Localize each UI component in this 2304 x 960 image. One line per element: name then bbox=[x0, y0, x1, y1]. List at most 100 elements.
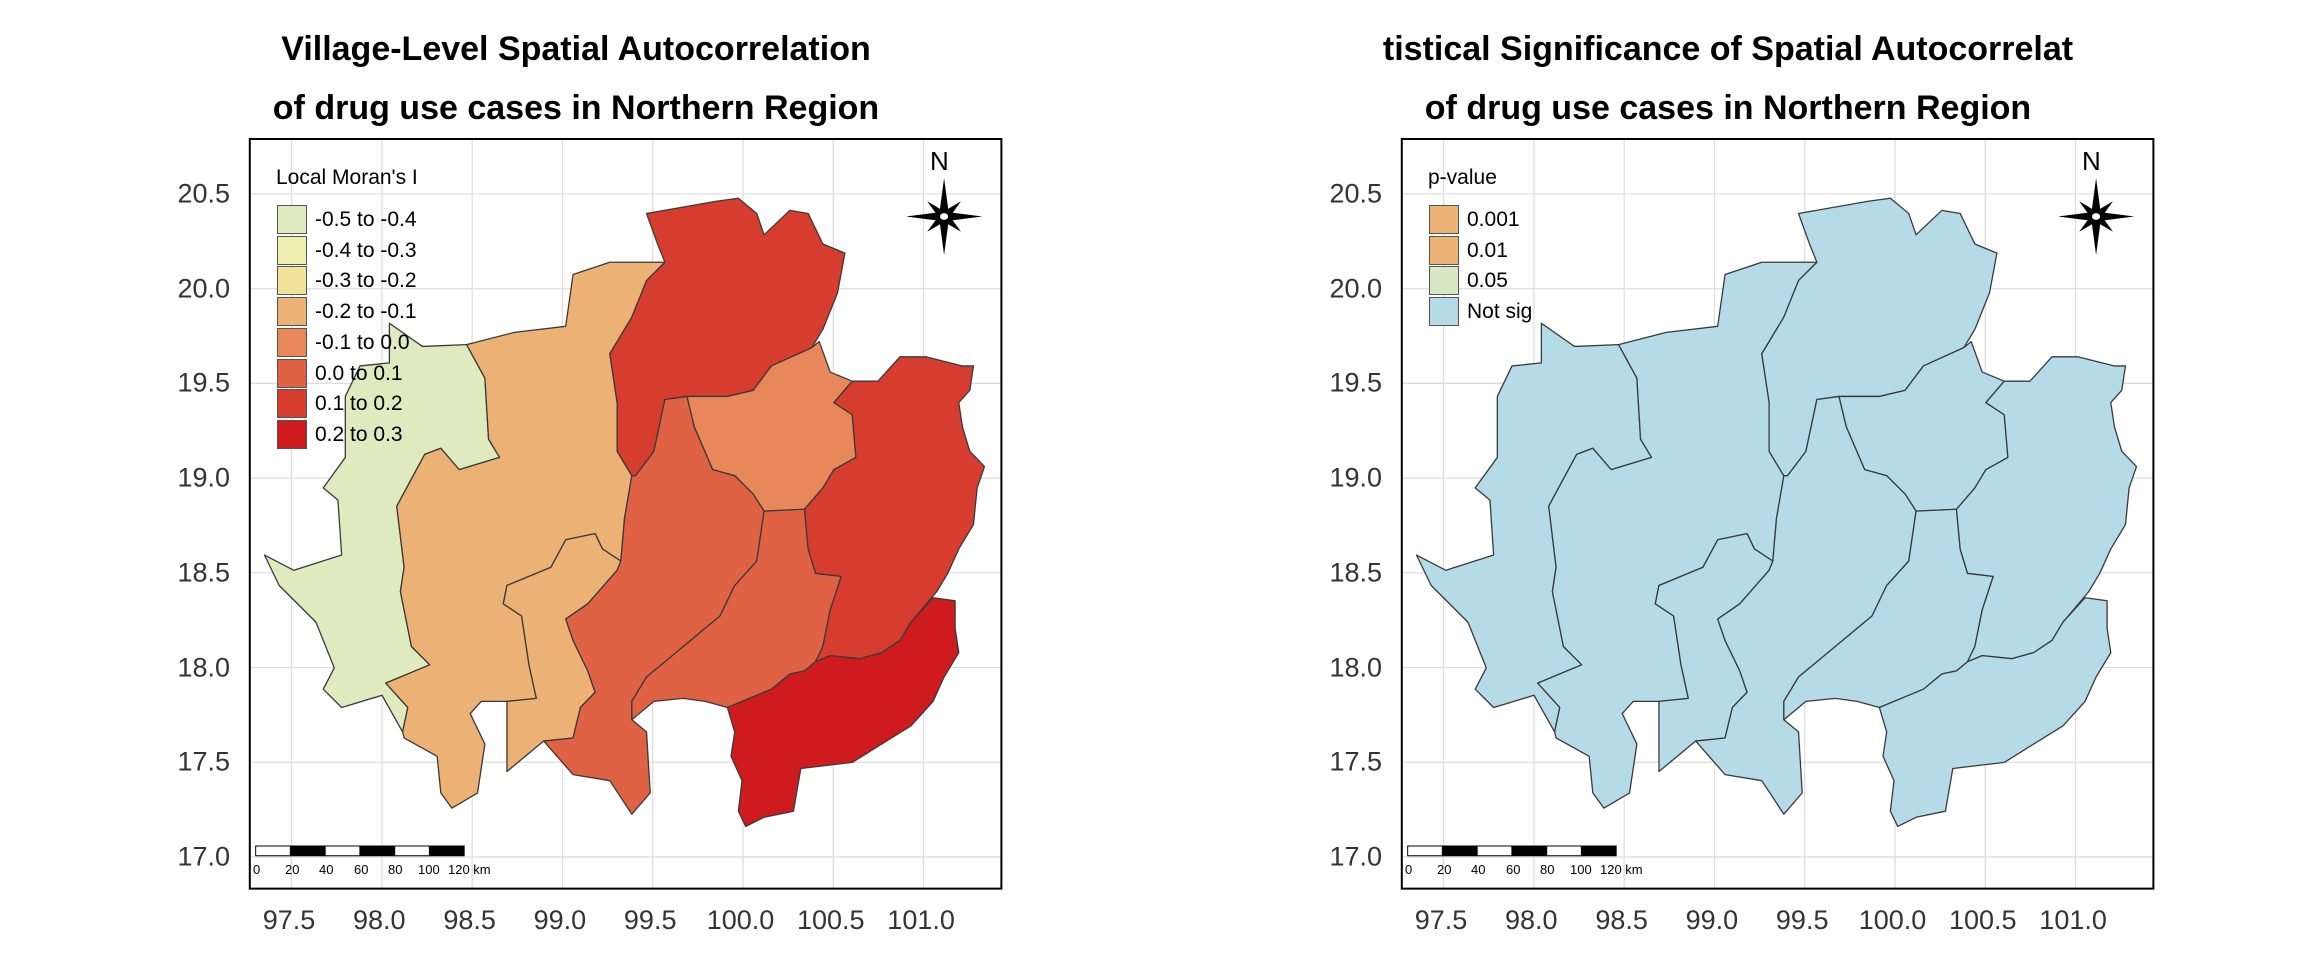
x-tick-label: 99.5 bbox=[623, 905, 677, 935]
legend-key-label: 0.2 to 0.3 bbox=[315, 422, 403, 446]
legend-key-swatch bbox=[277, 358, 307, 388]
y-tick-label: 18.5 bbox=[177, 557, 230, 588]
scale-bar-segment bbox=[429, 846, 464, 856]
district-region[interactable] bbox=[1696, 396, 1916, 814]
legend-key-swatch bbox=[1429, 235, 1459, 265]
district-region[interactable] bbox=[544, 396, 764, 814]
y-tick-label: 20.0 bbox=[1329, 273, 1382, 304]
y-tick-label: 19.0 bbox=[177, 462, 230, 493]
scale-bar-segment bbox=[1442, 846, 1477, 856]
moran-map-panel: Village-Level Spatial Autocorrelation of … bbox=[0, 0, 1152, 960]
plot-border bbox=[250, 139, 1002, 889]
x-tick-label: 100.5 bbox=[1949, 905, 2017, 935]
scale-bar-segment bbox=[1477, 846, 1512, 856]
chart-title-line1: tistical Significance of Spatial Autocor… bbox=[1382, 30, 2074, 68]
north-arrow-label: N bbox=[2082, 146, 2101, 176]
scale-bar-label: 20 bbox=[285, 862, 300, 877]
scale-bar-segment bbox=[325, 846, 360, 856]
scale-bar-label: 20 bbox=[1437, 862, 1452, 877]
y-tick-label: 18.0 bbox=[1329, 652, 1382, 682]
legend-key-swatch bbox=[277, 205, 307, 234]
x-tick-label: 99.0 bbox=[1685, 905, 1739, 935]
x-tick-label: 98.5 bbox=[443, 905, 496, 935]
scale-bar-segment bbox=[395, 846, 430, 856]
x-tick-label: 101.0 bbox=[2039, 905, 2107, 935]
x-tick-label: 99.5 bbox=[1775, 905, 1829, 935]
x-tick-label: 98.5 bbox=[1595, 905, 1648, 935]
legend-key-swatch bbox=[277, 389, 307, 419]
scale-bar-segment bbox=[1547, 846, 1582, 856]
scale-bar-label: 100 bbox=[1570, 862, 1592, 877]
scale-bar-segment bbox=[1581, 846, 1616, 856]
map-canvas bbox=[1152, 0, 2304, 960]
x-tick-label: 97.5 bbox=[262, 905, 316, 935]
legend-key-label: 0.1 to 0.2 bbox=[315, 392, 403, 416]
y-tick-label: 19.5 bbox=[177, 367, 230, 398]
legend-key-label: -0.4 to -0.3 bbox=[315, 238, 417, 262]
scale-bar-label: 0 bbox=[1405, 862, 1413, 877]
x-tick-label: 101.0 bbox=[887, 905, 955, 935]
legend-key-swatch bbox=[277, 235, 307, 265]
legend-key-label: 0.05 bbox=[1467, 269, 1508, 293]
legend-key-label: -0.2 to -0.1 bbox=[315, 300, 417, 324]
x-tick-label: 98.0 bbox=[353, 905, 406, 935]
legend-key-label: 0.01 bbox=[1467, 238, 1508, 262]
pvalue-map-panel: tistical Significance of Spatial Autocor… bbox=[1152, 0, 2304, 960]
legend-key-swatch bbox=[1429, 266, 1459, 296]
x-tick-label: 98.0 bbox=[1505, 905, 1558, 935]
x-tick-label: 99.0 bbox=[533, 905, 587, 935]
y-tick-label: 17.5 bbox=[1329, 746, 1382, 777]
chart-title-line1: Village-Level Spatial Autocorrelation bbox=[281, 30, 871, 68]
scale-bar-label: 120 km bbox=[448, 862, 491, 877]
north-arrow-icon bbox=[2057, 178, 2135, 255]
north-arrow-label: N bbox=[930, 146, 949, 176]
scale-bar-label: 40 bbox=[1471, 862, 1486, 877]
chart-title-line2: of drug use cases in Northern Region bbox=[272, 89, 880, 127]
y-tick-label: 18.5 bbox=[1329, 557, 1382, 588]
legend-key-label: Not sig bbox=[1467, 300, 1533, 324]
legend-key-label: -0.1 to 0.0 bbox=[315, 330, 410, 354]
x-tick-label: 100.0 bbox=[1858, 905, 1927, 935]
y-tick-label: 19.0 bbox=[1329, 462, 1382, 493]
x-tick-label: 97.5 bbox=[1414, 905, 1468, 935]
district-region[interactable] bbox=[727, 598, 958, 827]
legend-key-swatch bbox=[1429, 297, 1459, 327]
legend-title: p-value bbox=[1428, 166, 1497, 189]
legend-key-label: 0.001 bbox=[1467, 208, 1520, 231]
scale-bar-label: 0 bbox=[253, 862, 261, 877]
y-tick-label: 17.5 bbox=[177, 746, 230, 777]
scale-bar-segment bbox=[290, 846, 325, 856]
legend-key-label: 0.0 to 0.1 bbox=[315, 361, 403, 385]
scale-bar-label: 80 bbox=[1540, 862, 1555, 877]
y-tick-label: 17.0 bbox=[177, 841, 230, 872]
scale-bar-label: 60 bbox=[354, 862, 369, 877]
y-tick-label: 20.5 bbox=[177, 178, 230, 209]
x-tick-label: 100.0 bbox=[706, 905, 775, 935]
legend-key-swatch bbox=[277, 266, 307, 296]
legend-key-swatch bbox=[1429, 205, 1459, 234]
x-tick-label: 100.5 bbox=[797, 905, 865, 935]
y-tick-label: 18.0 bbox=[177, 652, 230, 682]
scale-bar-label: 80 bbox=[388, 862, 403, 877]
scale-bar-label: 40 bbox=[319, 862, 334, 877]
scale-bar-segment bbox=[1408, 846, 1443, 856]
legend-key-swatch bbox=[277, 419, 307, 449]
legend-title: Local Moran's I bbox=[276, 166, 418, 189]
y-tick-label: 20.0 bbox=[177, 273, 230, 304]
scale-bar-segment bbox=[360, 846, 395, 856]
plot-border bbox=[1402, 139, 2154, 889]
legend-key-label: -0.5 to -0.4 bbox=[315, 208, 417, 231]
y-tick-label: 17.0 bbox=[1329, 841, 1382, 872]
legend-key-swatch bbox=[277, 327, 307, 357]
map-canvas bbox=[0, 0, 1152, 960]
legend-key-label: -0.3 to -0.2 bbox=[315, 269, 417, 293]
chart-title-line2: of drug use cases in Northern Region bbox=[1424, 89, 2032, 127]
scale-bar-label: 100 bbox=[418, 862, 440, 877]
district-region[interactable] bbox=[1879, 598, 2110, 827]
scale-bar-segment bbox=[1512, 846, 1547, 856]
scale-bar-label: 120 km bbox=[1600, 862, 1643, 877]
scale-bar-label: 60 bbox=[1506, 862, 1521, 877]
y-tick-label: 19.5 bbox=[1329, 367, 1382, 398]
north-arrow-icon bbox=[905, 178, 983, 255]
y-tick-label: 20.5 bbox=[1329, 178, 1382, 209]
